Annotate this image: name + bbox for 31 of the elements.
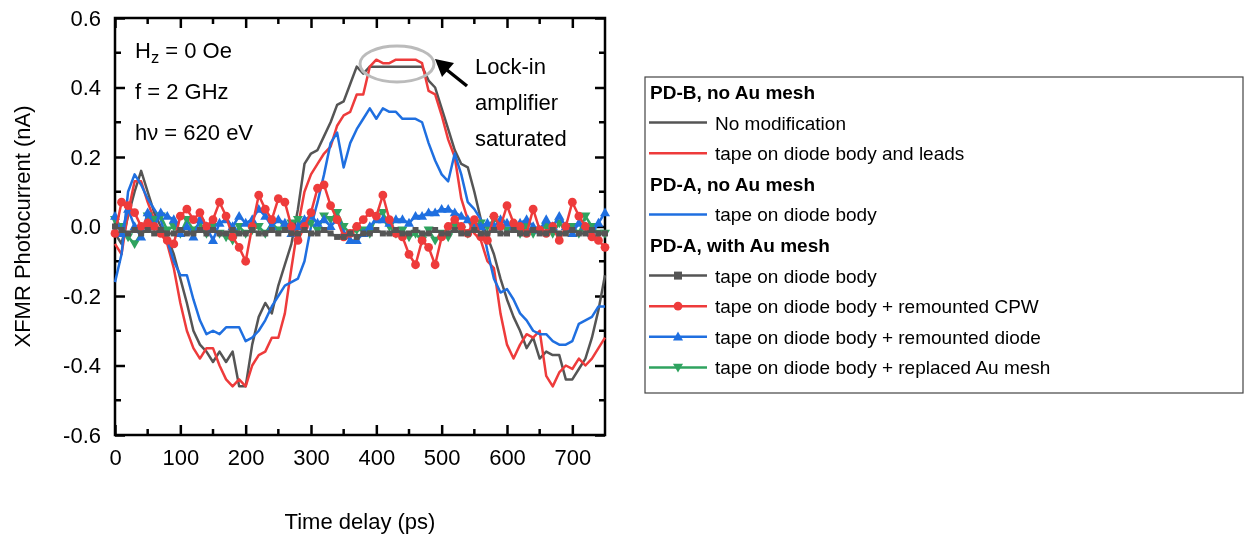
y-tick-label: 0.4 [70,75,101,101]
legend-label: tape on diode body [715,265,878,287]
x-tick-label: 600 [489,444,526,470]
y-tick-label: -0.4 [63,353,101,379]
y-tick-label: -0.2 [63,283,101,309]
y-tick-label: 0.6 [70,5,101,31]
annotation: H$_{z}$ = 0 Oe [135,38,232,67]
text: PD-B, no Au mesh [650,82,816,103]
legend-label: No modification [715,112,846,134]
x-tick-label: 300 [293,444,330,470]
y-axis-title: XFMR Photocurrent (nA) [10,105,35,348]
legend-label: tape on diode body [715,204,878,226]
x-tick-label: 500 [423,444,461,470]
x-tick-label: 100 [162,444,200,470]
annotation: hν = 620 eV [135,120,254,145]
x-tick-label: 400 [358,444,396,470]
legend-label: tape on diode body + remounted CPW [715,296,1039,318]
legend-label: tape on diode body + replaced Au mesh [715,357,1051,379]
text: PD-A, no Au mesh [650,173,816,195]
x-tick-label: 200 [227,444,265,470]
x-tick-label: 700 [554,444,592,470]
y-tick-label: 0.0 [70,214,101,240]
annotation: f = 2 GHz [135,79,229,104]
x-axis-title: Time delay (ps) [284,509,436,534]
text: PD-A, with Au mesh [650,235,830,256]
annotation: Lock-in amplifier saturated [475,54,567,151]
y-tick-label: -0.6 [63,422,101,448]
x-tick-label: 0 [109,444,122,470]
legend-label: tape on diode body + remounted diode [715,326,1041,348]
y-tick-label: 0.2 [70,144,101,170]
legend-label: tape on diode body and leads [715,143,965,165]
